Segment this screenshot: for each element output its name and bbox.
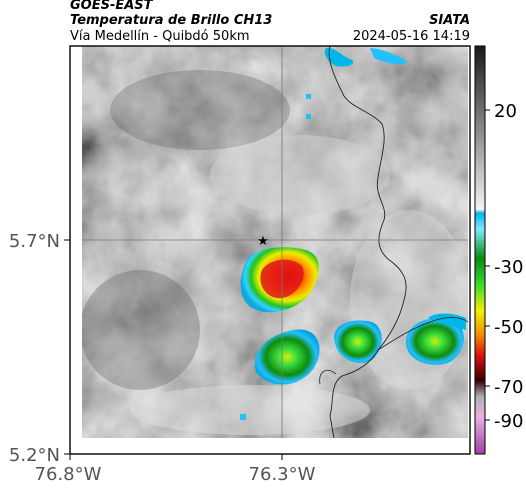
colorbar-tick-label: -30 (494, 257, 523, 278)
department-boundary (328, 46, 407, 438)
cold-cloud-top (370, 48, 408, 65)
lat-tick-label: 5.2°N (9, 445, 60, 466)
storm-cell-north (240, 247, 319, 313)
satellite-title: GOES-EAST (70, 0, 153, 13)
colorbar-tick-label: -70 (494, 377, 523, 398)
lon-tick-label: 76.3°W (249, 464, 316, 485)
colorbar-tick-label: 20 (494, 101, 517, 122)
colorbar-tick-label: -50 (494, 317, 523, 338)
colorbar: 20 -30 -50 -70 -90 (474, 45, 523, 455)
product-title: Temperatura de Brillo CH13 (70, 13, 273, 28)
cloud-imagery (82, 46, 468, 438)
star-icon: ★ (257, 234, 269, 249)
source-label: SIATA (429, 13, 470, 28)
lon-tick-label: 76.8°W (35, 464, 102, 485)
department-boundary (377, 317, 468, 351)
route-label: Vía Medellín - Quibdó 50km (70, 29, 250, 44)
colorbar-tick-label: -90 (494, 411, 523, 432)
storm-cell-east-1 (334, 320, 382, 364)
cold-cloud-top (324, 47, 354, 67)
datetime-label: 2024-05-16 14:19 (352, 29, 470, 44)
storm-cell-south (254, 329, 320, 385)
plot-border (69, 45, 471, 455)
lat-tick-label: 5.7°N (9, 231, 60, 252)
